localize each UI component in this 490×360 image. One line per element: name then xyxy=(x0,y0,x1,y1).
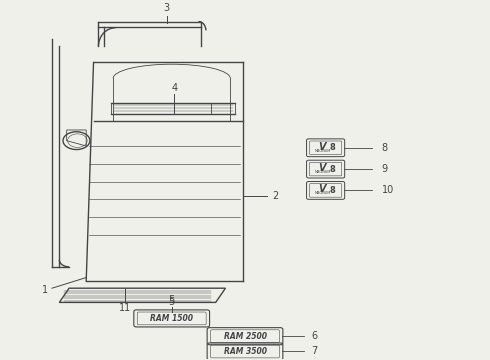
Text: 2: 2 xyxy=(272,191,278,201)
Text: RAM 1500: RAM 1500 xyxy=(150,314,193,323)
Text: 9: 9 xyxy=(382,164,388,174)
Text: MAGNUM: MAGNUM xyxy=(315,149,331,153)
Text: 8: 8 xyxy=(330,186,335,195)
Text: V: V xyxy=(318,142,325,152)
Text: 3: 3 xyxy=(164,3,170,13)
Text: 6: 6 xyxy=(311,331,317,341)
Text: 8: 8 xyxy=(330,143,335,152)
Text: MAGNUM: MAGNUM xyxy=(315,170,331,174)
Text: 8: 8 xyxy=(330,165,335,174)
Text: 11: 11 xyxy=(119,303,131,313)
Text: 7: 7 xyxy=(311,346,317,356)
Text: V: V xyxy=(318,184,325,194)
Text: 10: 10 xyxy=(382,185,394,195)
Text: 1: 1 xyxy=(42,285,48,295)
Text: 5: 5 xyxy=(169,297,175,307)
Text: 8: 8 xyxy=(382,143,388,153)
Text: 4: 4 xyxy=(171,83,177,93)
Text: RAM 2500: RAM 2500 xyxy=(223,332,267,341)
Text: V: V xyxy=(318,163,325,173)
Text: 5: 5 xyxy=(169,295,175,305)
Text: MAGNUM: MAGNUM xyxy=(315,191,331,195)
Text: RAM 3500: RAM 3500 xyxy=(223,347,267,356)
